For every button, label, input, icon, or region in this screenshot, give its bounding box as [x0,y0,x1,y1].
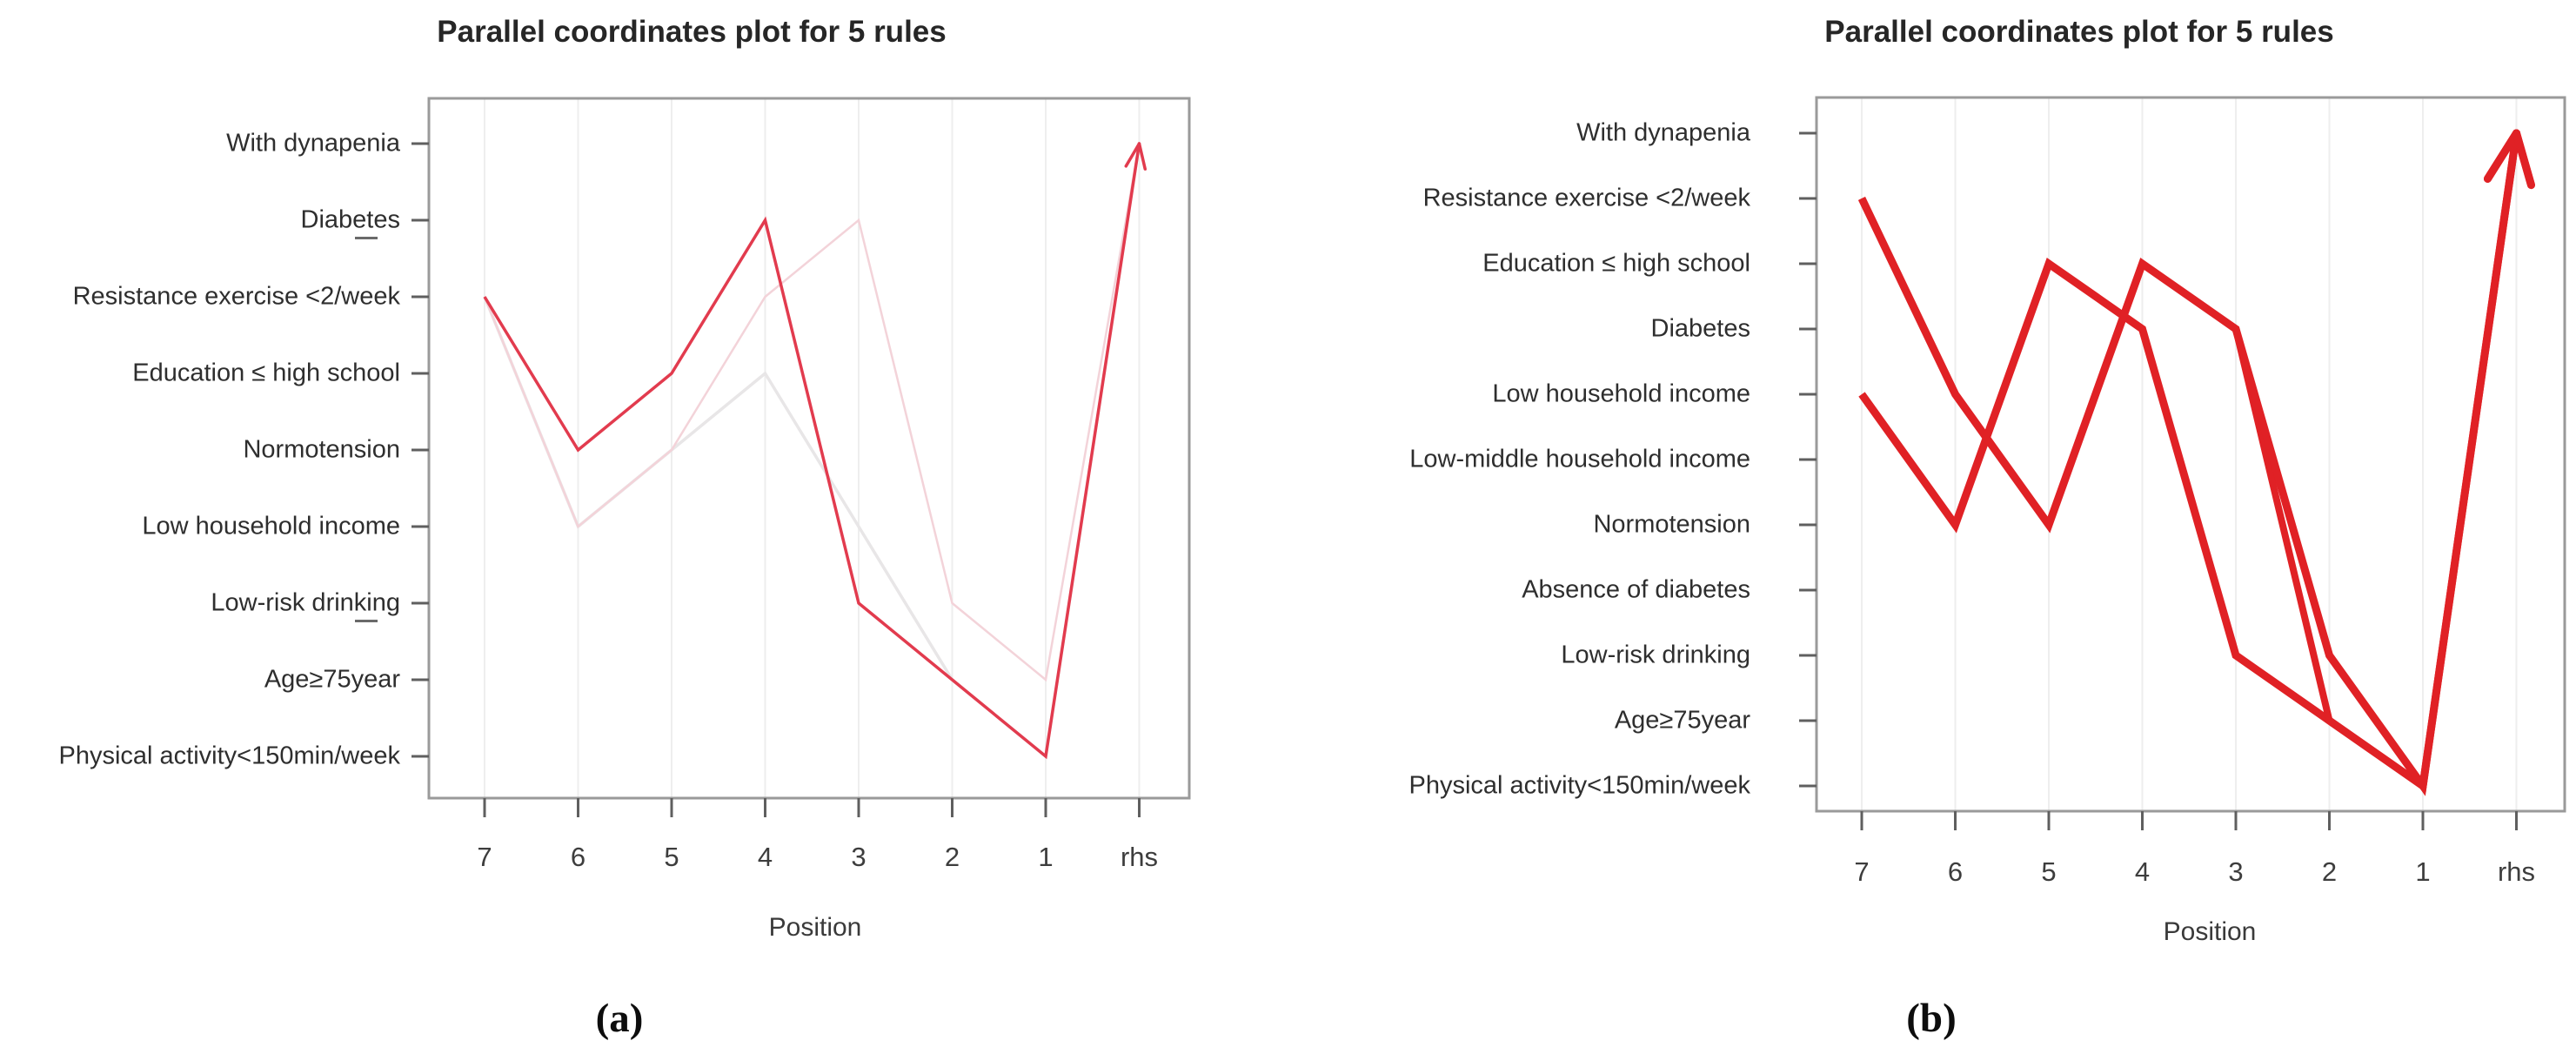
x-tick-label: 5 [2041,856,2057,887]
arrowhead-barb [2483,129,2520,183]
y-axis-label: Low-risk drinking [1561,641,1750,669]
x-tick-label: 3 [851,842,866,872]
y-axis-label: Low-middle household income [1409,445,1750,473]
y-axis-label: With dynapenia [1576,118,1750,147]
x-tick-label: 5 [664,842,679,872]
y-axis-label: Low household income [1492,379,1750,408]
y-axis-label: Education ≤ high school [1482,249,1750,278]
rule-line-faint-rule-gray [483,143,1141,760]
x-tick-label: 7 [477,842,492,872]
subfigure-caption-b: (b) [1906,996,1957,1041]
x-tick-label: 2 [2321,856,2338,887]
y-axis-label: Education ≤ high school [132,359,400,387]
x-axis-title-a: Position [768,913,862,942]
plot-title-b: Parallel coordinates plot for 5 rules [1824,15,2334,49]
x-tick-label: 7 [1854,856,1870,887]
y-axis-label: Low-risk drinking [211,588,400,617]
y-axis-label: Absence of diabetes [1522,575,1750,604]
y-axis-label: Age≥75year [264,665,400,694]
arrowhead-barb [1124,142,1141,168]
plot-border [1815,96,2566,813]
subfigure-caption-a: (a) [595,996,644,1041]
y-axis-label: Diabetes [300,205,400,234]
x-tick-label: 3 [2228,856,2244,887]
x-tick-label: 6 [570,842,586,872]
arrowhead-barb [2512,129,2535,190]
x-tick-label: rhs [2497,856,2536,887]
plot-border [427,97,1191,800]
arrowhead-barb [1124,142,1141,167]
y-axis-label: Physical activity<150min/week [58,742,400,770]
x-tick-label: 6 [1947,856,1964,887]
y-axis-label: Normotension [1593,510,1750,539]
x-tick-label: 4 [757,842,773,872]
y-axis-label: With dynapenia [226,129,400,158]
rule-line-faint-rule-pink [483,143,1141,682]
label-underline-artifact [355,620,378,622]
y-axis-label: Age≥75year [1614,706,1750,735]
y-axis-label: Normotension [243,435,400,464]
x-tick-label: 4 [2134,856,2151,887]
y-axis-label: Physical activity<150min/week [1408,771,1750,800]
x-tick-label: 1 [1038,842,1054,872]
rule-line-main-rule [483,143,1141,760]
x-axis-title-b: Position [2163,917,2257,946]
plot-title-a: Parallel coordinates plot for 5 rules [437,15,947,49]
x-tick-label: 2 [944,842,960,872]
y-axis-label: Resistance exercise <2/week [1422,184,1750,212]
rule-line-thick-rule-c [1858,132,2520,792]
x-tick-label: rhs [1120,842,1159,872]
arrowhead-barb [2512,129,2535,190]
y-axis-label: Resistance exercise <2/week [72,282,400,311]
x-tick-label: 1 [2415,856,2431,887]
y-axis-label: Diabetes [1650,314,1750,343]
rule-line-thick-rule-a [1857,132,2520,796]
arrowhead-barb [2483,129,2520,183]
y-axis-label: Low household income [142,512,400,540]
label-underline-artifact [355,237,378,239]
rule-line-thick-rule-b [1858,132,2520,793]
